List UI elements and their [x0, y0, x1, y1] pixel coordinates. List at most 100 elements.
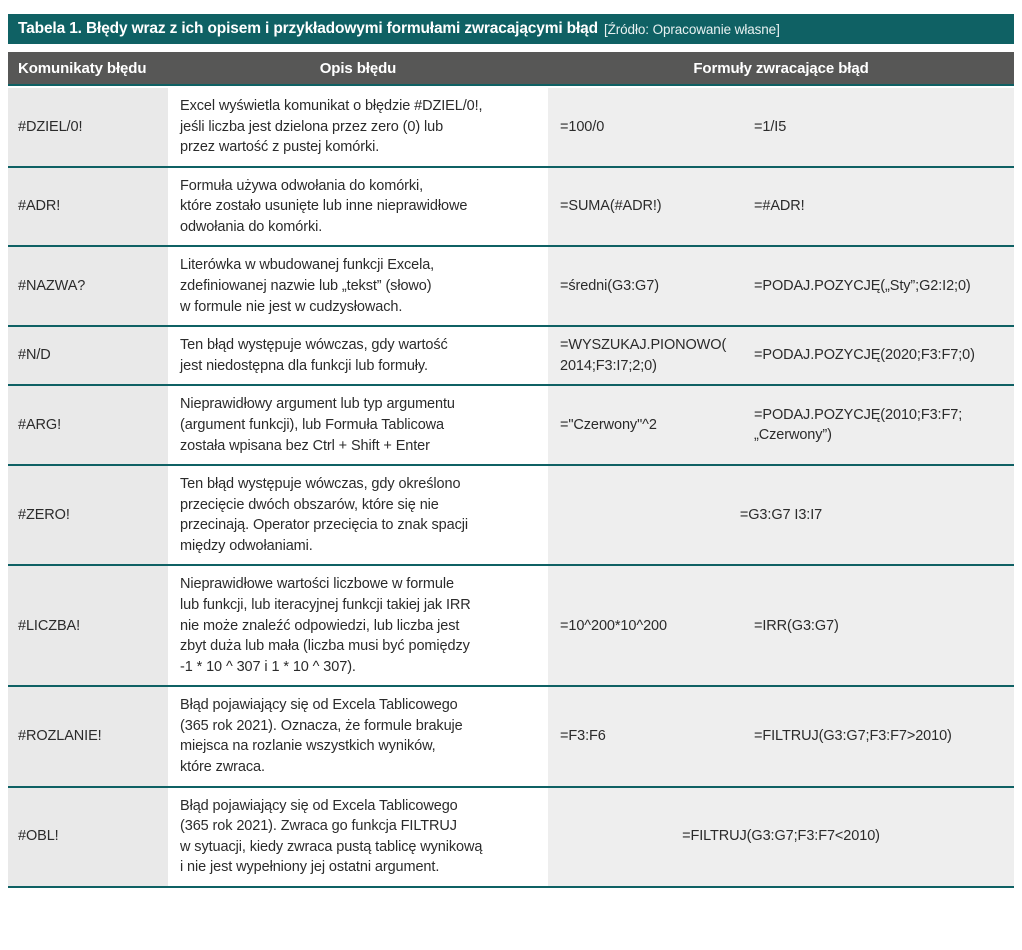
- cell-error-description: Ten błąd występuje wówczas, gdy określon…: [168, 465, 548, 567]
- description-line: które zostało usunięte lub inne nieprawi…: [180, 198, 468, 215]
- table-row: #ZERO! Ten błąd występuje wówczas, gdy ok…: [8, 465, 1014, 567]
- cell-error-formula: =G3:G7 I3:I7: [548, 465, 1014, 567]
- description-line: Ten błąd występuje wówczas, gdy określon…: [180, 476, 461, 493]
- table-row: #DZIEL/0! Excel wyświetla komunikat o błę…: [8, 88, 1014, 168]
- cell-error-formula-secondary: =PODAJ.POZYCJĘ(2010;F3:F7; „Czerwony”): [748, 385, 1014, 467]
- cell-error-formula-secondary: =PODAJ.POZYCJĘ(2020;F3:F7;0): [748, 326, 1014, 387]
- description-line: nie może znaleźć odpowiedzi, lub liczba …: [180, 617, 460, 634]
- formula-line: =10^200*10^200: [560, 617, 667, 634]
- description-line: Błąd pojawiający się od Excela Tablicowe…: [180, 697, 458, 714]
- cell-error-code: #ADR!: [8, 166, 168, 248]
- formula-line: =G3:G7 I3:I7: [739, 506, 823, 523]
- cell-error-code: #NAZWA?: [8, 246, 168, 328]
- table-caption-source: [Źródło: Opracowanie własne]: [603, 21, 780, 37]
- cell-error-code: #ARG!: [8, 385, 168, 467]
- description-line: i nie jest wypełniony jej ostatni argume…: [180, 859, 440, 876]
- formula-line: =PODAJ.POZYCJĘ(2010;F3:F7;: [754, 406, 963, 423]
- formula-line: =FILTRUJ(G3:G7;F3:F7<2010): [682, 828, 880, 845]
- formula-line: =#ADR!: [754, 198, 805, 215]
- cell-error-formula-secondary: =#ADR!: [748, 166, 1014, 248]
- cell-error-formula-primary: =SUMA(#ADR!): [548, 166, 748, 248]
- formula-line: ="Czerwony"^2: [560, 416, 657, 433]
- description-line: (365 rok 2021). Zwraca go funkcja FILTRU…: [180, 818, 457, 835]
- errors-table-body: #DZIEL/0! Excel wyświetla komunikat o błę…: [8, 88, 1014, 888]
- cell-error-description: Literówka w wbudowanej funkcji Excela, zd…: [168, 246, 548, 328]
- cell-error-description: Błąd pojawiający się od Excela Tablicowe…: [168, 786, 548, 888]
- cell-error-formula-secondary: =1/I5: [748, 88, 1014, 168]
- cell-error-code: #OBL!: [8, 786, 168, 888]
- description-line: została wpisana bez Ctrl + Shift + Enter: [180, 437, 430, 454]
- description-line: Formuła używa odwołania do komórki,: [180, 177, 424, 194]
- description-line: jest niedostępna dla funkcji lub formuły…: [180, 357, 428, 374]
- cell-error-formula-secondary: =FILTRUJ(G3:G7;F3:F7>2010): [748, 686, 1014, 788]
- column-header-error-messages: Komunikaty błędu: [18, 59, 147, 77]
- formula-line: =średni(G3:G7): [560, 278, 659, 295]
- cell-error-description: Nieprawidłowy argument lub typ argumentu…: [168, 385, 548, 467]
- cell-error-description: Excel wyświetla komunikat o błędzie #DZI…: [168, 88, 548, 168]
- description-line: w sytuacji, kiedy zwraca pustą tablicę w…: [180, 838, 483, 855]
- formula-line: =1/I5: [754, 118, 787, 135]
- formula-line: 2014;F3:I7;2;0): [560, 357, 657, 374]
- description-line: zbyt duża lub mała (liczba musi być pomi…: [180, 638, 470, 655]
- formula-line: =PODAJ.POZYCJĘ(„Sty”;G2:I2;0): [754, 278, 971, 295]
- formula-line: =100/0: [560, 118, 605, 135]
- cell-error-code: #DZIEL/0!: [8, 88, 168, 168]
- cell-error-code: #ROZLANIE!: [8, 686, 168, 788]
- cell-error-formula-primary: =100/0: [548, 88, 748, 168]
- description-line: Błąd pojawiający się od Excela Tablicowe…: [180, 797, 458, 814]
- description-line: Literówka w wbudowanej funkcji Excela,: [180, 257, 435, 274]
- cell-error-description: Błąd pojawiający się od Excela Tablicowe…: [168, 686, 548, 788]
- cell-error-formula-primary: =średni(G3:G7): [548, 246, 748, 328]
- formula-line: =IRR(G3:G7): [754, 617, 839, 634]
- cell-error-code: #ZERO!: [8, 465, 168, 567]
- cell-error-description: Ten błąd występuje wówczas, gdy wartość j…: [168, 326, 548, 387]
- table-row: #ADR! Formuła używa odwołania do komórki,…: [8, 166, 1014, 248]
- column-header-error-formulas: Formuły zwracające błąd: [693, 59, 869, 77]
- formula-line: =SUMA(#ADR!): [560, 198, 662, 215]
- description-line: między odwołaniami.: [180, 537, 313, 554]
- description-line: w formule nie jest w cudzysłowach.: [180, 298, 403, 315]
- table-row: #ROZLANIE! Błąd pojawiający się od Excela…: [8, 686, 1014, 788]
- table-row: #LICZBA! Nieprawidłowe wartości liczbowe …: [8, 565, 1014, 688]
- description-line: Nieprawidłowe wartości liczbowe w formul…: [180, 576, 454, 593]
- cell-error-formula-secondary: =PODAJ.POZYCJĘ(„Sty”;G2:I2;0): [748, 246, 1014, 328]
- description-line: Nieprawidłowy argument lub typ argumentu: [180, 396, 455, 413]
- formula-line: „Czerwony”): [754, 427, 832, 444]
- description-line: przez wartość z pustej komórki.: [180, 139, 380, 156]
- description-line: Excel wyświetla komunikat o błędzie #DZI…: [180, 98, 483, 114]
- description-line: lub funkcji, lub iteracyjnej funkcji tak…: [180, 596, 471, 613]
- cell-error-description: Nieprawidłowe wartości liczbowe w formul…: [168, 565, 548, 688]
- description-line: jeśli liczba jest dzielona przez zero (0…: [180, 118, 444, 135]
- description-line: (argument funkcji), lub Formuła Tablicow…: [180, 416, 444, 433]
- cell-error-formula-primary: ="Czerwony"^2: [548, 385, 748, 467]
- cell-error-description: Formuła używa odwołania do komórki, które…: [168, 166, 548, 248]
- table-row: #ARG! Nieprawidłowy argument lub typ argu…: [8, 385, 1014, 467]
- description-line: przecięcie dwóch obszarów, które się nie: [180, 496, 439, 513]
- table-caption-title: Tabela 1. Błędy wraz z ich opisem i przy…: [18, 20, 598, 37]
- description-line: Ten błąd występuje wówczas, gdy wartość: [180, 337, 448, 354]
- errors-table: #DZIEL/0! Excel wyświetla komunikat o błę…: [8, 88, 1014, 888]
- description-line: -1 * 10 ^ 307 i 1 * 10 ^ 307).: [180, 658, 356, 675]
- formula-line: =F3:F6: [560, 728, 606, 745]
- description-line: (365 rok 2021). Oznacza, że formule brak…: [180, 717, 463, 734]
- table-caption-bar: Tabela 1. Błędy wraz z ich opisem i przy…: [8, 14, 1014, 44]
- description-line: które zwraca.: [180, 759, 265, 776]
- cell-error-code: #N/D: [8, 326, 168, 387]
- formula-line: =PODAJ.POZYCJĘ(2020;F3:F7;0): [754, 347, 975, 364]
- cell-error-code: #LICZBA!: [8, 565, 168, 688]
- cell-error-formula-secondary: =IRR(G3:G7): [748, 565, 1014, 688]
- description-line: zdefiniowanej nazwie lub „tekst” (słowo): [180, 278, 432, 295]
- description-line: miejsca na rozlanie wszystkich wyników,: [180, 738, 436, 755]
- formula-line: =FILTRUJ(G3:G7;F3:F7>2010): [754, 728, 952, 745]
- table-header-row: Komunikaty błędu Opis błędu Formuły zwra…: [8, 52, 1014, 86]
- formula-line: =WYSZUKAJ.PIONOWO(: [560, 337, 727, 354]
- description-line: odwołania do komórki.: [180, 218, 323, 235]
- column-header-error-description: Opis błędu: [319, 59, 397, 77]
- table-row: #N/D Ten błąd występuje wówczas, gdy wart…: [8, 326, 1014, 387]
- description-line: przecinają. Operator przecięcia to znak …: [180, 517, 468, 534]
- cell-error-formula: =FILTRUJ(G3:G7;F3:F7<2010): [548, 786, 1014, 888]
- cell-error-formula-primary: =F3:F6: [548, 686, 748, 788]
- cell-error-formula-primary: =WYSZUKAJ.PIONOWO( 2014;F3:I7;2;0): [548, 326, 748, 387]
- table-row: #NAZWA? Literówka w wbudowanej funkcji Ex…: [8, 246, 1014, 328]
- table-row: #OBL! Błąd pojawiający się od Excela Tabl…: [8, 786, 1014, 888]
